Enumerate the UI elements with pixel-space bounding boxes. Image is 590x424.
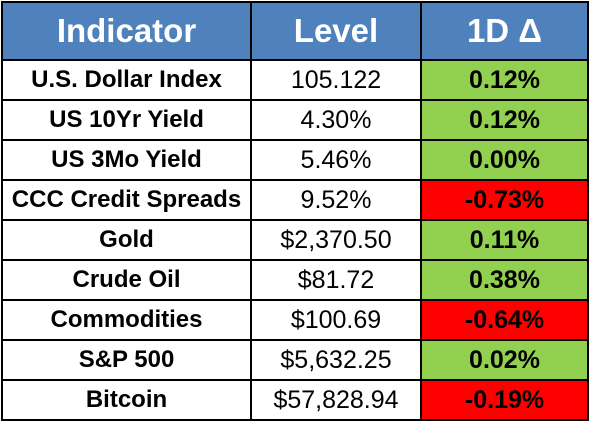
header-indicator: Indicator <box>1 1 252 61</box>
indicator-name: US 10Yr Yield <box>1 99 252 141</box>
indicator-change: 0.00% <box>420 139 589 181</box>
header-level: Level <box>250 1 422 61</box>
indicator-change: 0.02% <box>420 339 589 381</box>
indicator-level: 5.46% <box>250 139 422 181</box>
header-row: Indicator Level 1D Δ <box>1 1 589 61</box>
indicator-change: 0.11% <box>420 219 589 261</box>
table-row: Gold $2,370.50 0.11% <box>1 219 589 261</box>
indicator-name: S&P 500 <box>1 339 252 381</box>
table-row: U.S. Dollar Index 105.122 0.12% <box>1 59 589 101</box>
indicator-name: Commodities <box>1 299 252 341</box>
table-row: Bitcoin $57,828.94 -0.19% <box>1 379 589 421</box>
table-row: CCC Credit Spreads 9.52% -0.73% <box>1 179 589 221</box>
indicator-change: -0.64% <box>420 299 589 341</box>
table-row: Commodities $100.69 -0.64% <box>1 299 589 341</box>
indicator-level: $57,828.94 <box>250 379 422 421</box>
table-row: US 3Mo Yield 5.46% 0.00% <box>1 139 589 181</box>
indicator-name: Gold <box>1 219 252 261</box>
indicator-level: $100.69 <box>250 299 422 341</box>
indicator-name: Crude Oil <box>1 259 252 301</box>
indicator-change: 0.38% <box>420 259 589 301</box>
indicator-level: $81.72 <box>250 259 422 301</box>
indicator-level: 9.52% <box>250 179 422 221</box>
indicator-name: CCC Credit Spreads <box>1 179 252 221</box>
indicator-name: US 3Mo Yield <box>1 139 252 181</box>
indicator-name: U.S. Dollar Index <box>1 59 252 101</box>
indicator-change: 0.12% <box>420 99 589 141</box>
table-row: S&P 500 $5,632.25 0.02% <box>1 339 589 381</box>
indicator-change: -0.73% <box>420 179 589 221</box>
table-row: Crude Oil $81.72 0.38% <box>1 259 589 301</box>
indicator-change: 0.12% <box>420 59 589 101</box>
indicator-level: $2,370.50 <box>250 219 422 261</box>
header-change: 1D Δ <box>420 1 589 61</box>
indicator-name: Bitcoin <box>1 379 252 421</box>
table-row: US 10Yr Yield 4.30% 0.12% <box>1 99 589 141</box>
indicator-level: 4.30% <box>250 99 422 141</box>
indicator-level: 105.122 <box>250 59 422 101</box>
indicator-level: $5,632.25 <box>250 339 422 381</box>
indicator-change: -0.19% <box>420 379 589 421</box>
